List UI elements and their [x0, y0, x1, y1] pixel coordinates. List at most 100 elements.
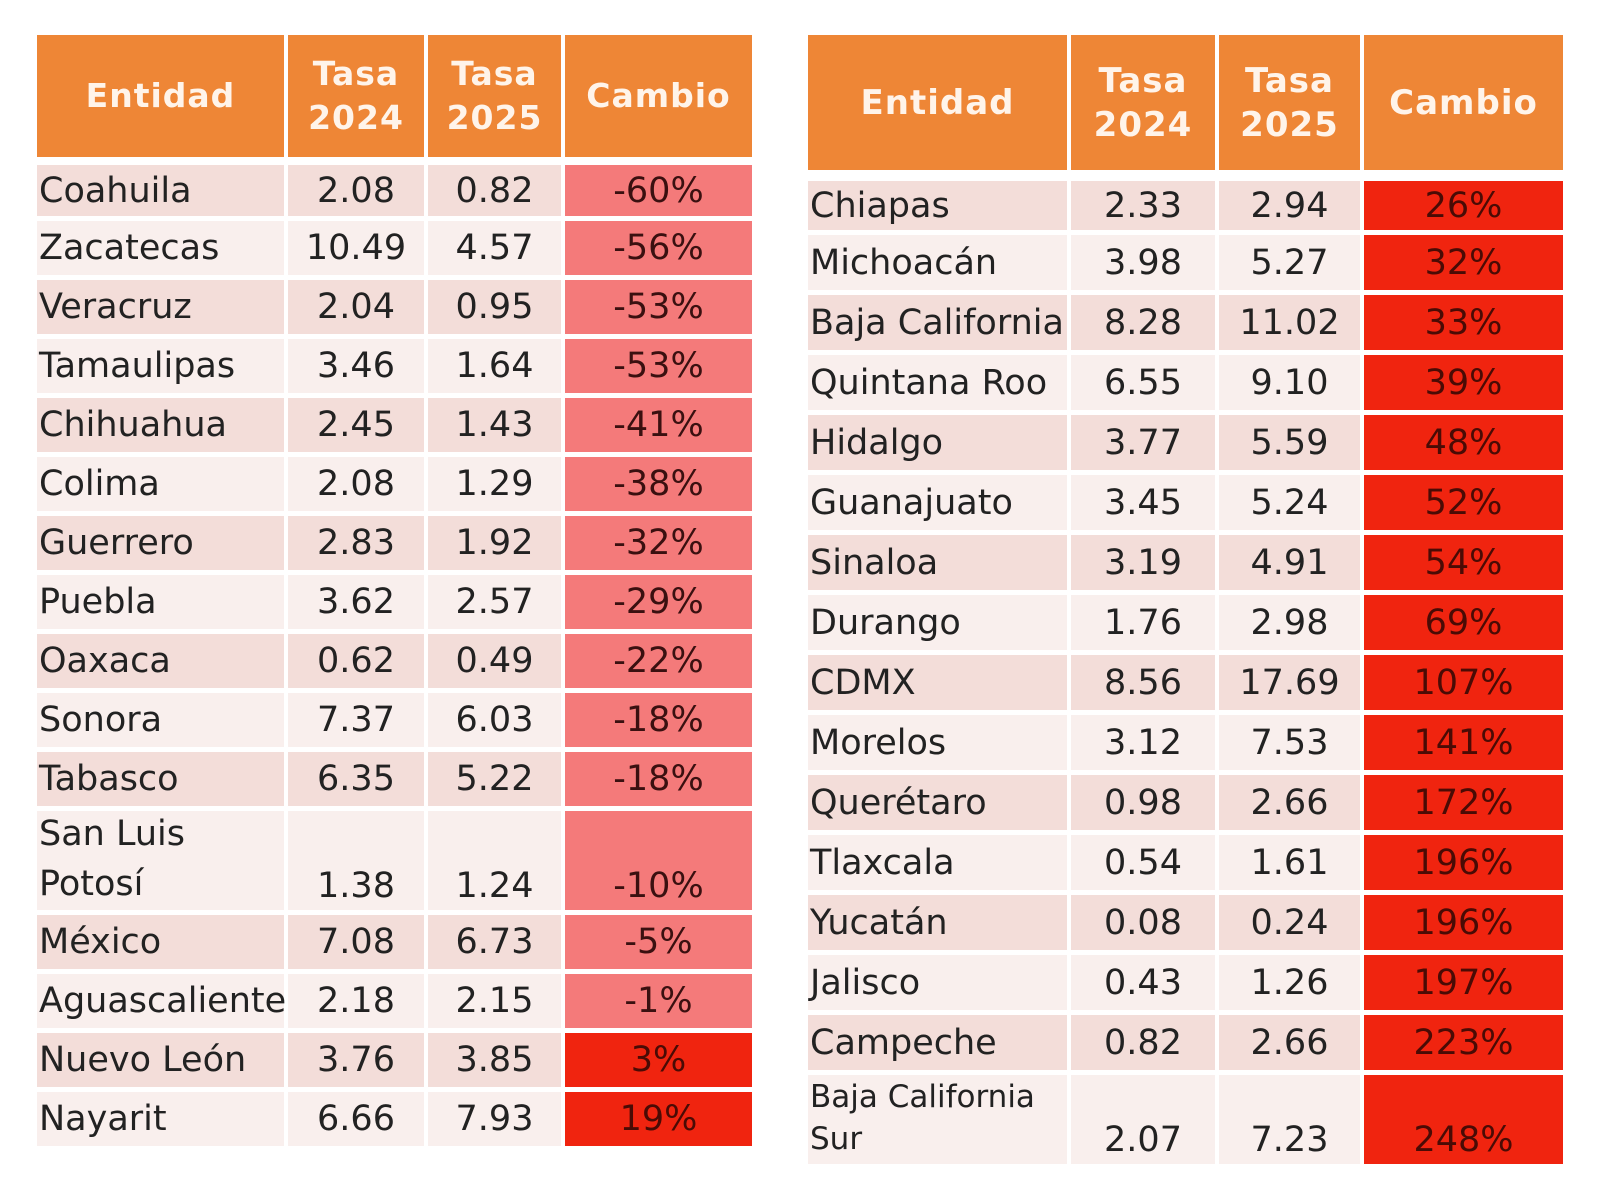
table-row: CDMX 8.56 17.69 107% — [808, 650, 1563, 710]
tasa-2024-cell: 7.08 — [288, 915, 428, 969]
tasa-2024-cell: 6.35 — [288, 752, 428, 806]
tasa-2024-cell: 3.19 — [1071, 535, 1219, 590]
tasa-2025-cell: 17.69 — [1219, 655, 1364, 710]
tasa-2024-cell: 6.66 — [288, 1092, 428, 1146]
tasa-2024-cell: 3.77 — [1071, 415, 1219, 470]
cambio-cell: -5% — [565, 915, 752, 969]
entidad-cell: Jalisco — [808, 955, 1071, 1010]
tasa-2024-cell: 2.08 — [288, 165, 428, 216]
tasa-2024-cell: 8.28 — [1071, 295, 1219, 350]
table-row: Nuevo León 3.76 3.85 3% — [37, 1028, 752, 1087]
header-cambio: Cambio — [1364, 35, 1563, 170]
table-row: Quintana Roo 6.55 9.10 39% — [808, 350, 1563, 410]
tasa-2025-cell: 2.15 — [428, 974, 565, 1028]
table-row: Colima 2.08 1.29 -38% — [37, 452, 752, 511]
tasa-2024-cell: 0.82 — [1071, 1015, 1219, 1070]
tasa-2025-cell: 0.82 — [428, 165, 565, 216]
right-table-header: Entidad Tasa 2024 Tasa 2025 Cambio — [808, 35, 1563, 170]
tasa-2025-cell: 2.66 — [1219, 775, 1364, 830]
table-row: Jalisco 0.43 1.26 197% — [808, 950, 1563, 1010]
header-entidad: Entidad — [808, 35, 1071, 170]
tasa-2025-cell: 1.43 — [428, 398, 565, 452]
cambio-cell: -32% — [565, 516, 752, 570]
cambio-cell: 107% — [1364, 655, 1563, 710]
table-row: Guanajuato 3.45 5.24 52% — [808, 470, 1563, 530]
entidad-cell: Michoacán — [808, 235, 1071, 290]
tasa-2024-cell: 3.12 — [1071, 715, 1219, 770]
table-row: México 7.08 6.73 -5% — [37, 910, 752, 969]
entidad-cell: San Luis Potosí — [37, 811, 288, 910]
tasa-2025-cell: 11.02 — [1219, 295, 1364, 350]
cambio-cell: 196% — [1364, 895, 1563, 950]
tasa-2025-cell: 2.57 — [428, 575, 565, 629]
tasa-2025-cell: 1.64 — [428, 339, 565, 393]
entidad-cell: Tamaulipas — [37, 339, 288, 393]
tasa-2024-cell: 3.98 — [1071, 235, 1219, 290]
tasa-2024-cell: 2.07 — [1071, 1075, 1219, 1164]
tasa-2025-cell: 1.61 — [1219, 835, 1364, 890]
tasa-2024-cell: 10.49 — [288, 221, 428, 275]
entidad-cell: Guerrero — [37, 516, 288, 570]
right-table-rows: Chiapas 2.33 2.94 26% Michoacán 3.98 5.27 32% Ba… — [808, 170, 1563, 1164]
entidad-cell: Querétaro — [808, 775, 1071, 830]
tasa-2025-cell: 7.23 — [1219, 1075, 1364, 1164]
tasa-2025-cell: 9.10 — [1219, 355, 1364, 410]
entidad-cell: Sinaloa — [808, 535, 1071, 590]
table-row: Baja California 8.28 11.02 33% — [808, 290, 1563, 350]
tasa-2024-cell: 0.98 — [1071, 775, 1219, 830]
tasa-2025-cell: 6.73 — [428, 915, 565, 969]
entidad-cell: Quintana Roo — [808, 355, 1071, 410]
tasa-2025-cell: 0.49 — [428, 634, 565, 688]
cambio-cell: -53% — [565, 280, 752, 334]
cambio-cell: 19% — [565, 1092, 752, 1146]
table-row: Nayarit 6.66 7.93 19% — [37, 1087, 752, 1146]
table-row: Sonora 7.37 6.03 -18% — [37, 688, 752, 747]
header-cambio: Cambio — [565, 35, 752, 157]
cambio-cell: 69% — [1364, 595, 1563, 650]
cambio-cell: 196% — [1364, 835, 1563, 890]
table-row: Tlaxcala 0.54 1.61 196% — [808, 830, 1563, 890]
tasa-2024-cell: 6.55 — [1071, 355, 1219, 410]
cambio-cell: -60% — [565, 165, 752, 216]
tasa-2024-cell: 2.08 — [288, 457, 428, 511]
tasa-2025-cell: 1.92 — [428, 516, 565, 570]
entidad-cell: México — [37, 915, 288, 969]
entidad-cell: Tlaxcala — [808, 835, 1071, 890]
entidad-cell: Colima — [37, 457, 288, 511]
cambio-cell: -18% — [565, 752, 752, 806]
table-row: Oaxaca 0.62 0.49 -22% — [37, 629, 752, 688]
cambio-cell: 248% — [1364, 1075, 1563, 1164]
tasa-2025-cell: 1.29 — [428, 457, 565, 511]
tasa-2024-cell: 3.76 — [288, 1033, 428, 1087]
tasa-2024-cell: 7.37 — [288, 693, 428, 747]
tasa-2024-cell: 2.33 — [1071, 181, 1219, 230]
entidad-cell: Coahuila — [37, 165, 288, 216]
cambio-cell: 48% — [1364, 415, 1563, 470]
table-row: Zacatecas 10.49 4.57 -56% — [37, 216, 752, 275]
header-tasa-2024: Tasa 2024 — [1071, 35, 1219, 170]
tasa-2024-cell: 2.45 — [288, 398, 428, 452]
right-table: Entidad Tasa 2024 Tasa 2025 Cambio Chiap… — [808, 35, 1563, 1164]
tasa-2025-cell: 0.24 — [1219, 895, 1364, 950]
cambio-cell: 141% — [1364, 715, 1563, 770]
entidad-cell: Aguascalientes — [37, 974, 304, 1028]
tasa-2025-cell: 5.59 — [1219, 415, 1364, 470]
tasa-2025-cell: 2.94 — [1219, 181, 1364, 230]
table-row: San Luis Potosí 1.38 1.24 -10% — [37, 806, 752, 910]
tasa-2025-cell: 1.24 — [428, 811, 565, 910]
table-row: Puebla 3.62 2.57 -29% — [37, 570, 752, 629]
tasa-2025-cell: 5.22 — [428, 752, 565, 806]
header-tasa-2025: Tasa 2025 — [428, 35, 565, 157]
table-row: Veracruz 2.04 0.95 -53% — [37, 275, 752, 334]
entidad-cell: Tabasco — [37, 752, 288, 806]
entidad-cell: Campeche — [808, 1015, 1071, 1070]
tasa-2024-cell: 0.43 — [1071, 955, 1219, 1010]
header-entidad: Entidad — [37, 35, 288, 157]
tasa-2025-cell: 2.98 — [1219, 595, 1364, 650]
entidad-line: Potosí — [39, 863, 144, 904]
entidad-cell: Nayarit — [37, 1092, 288, 1146]
tasa-2025-cell: 4.57 — [428, 221, 565, 275]
cambio-cell: 54% — [1364, 535, 1563, 590]
cambio-cell: 3% — [565, 1033, 752, 1087]
tasa-2024-cell: 2.18 — [288, 974, 428, 1028]
